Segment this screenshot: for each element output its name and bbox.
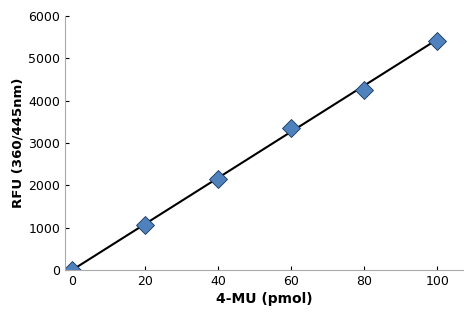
Y-axis label: RFU (360/445nm): RFU (360/445nm) (11, 78, 24, 208)
X-axis label: 4-MU (pmol): 4-MU (pmol) (216, 292, 312, 306)
